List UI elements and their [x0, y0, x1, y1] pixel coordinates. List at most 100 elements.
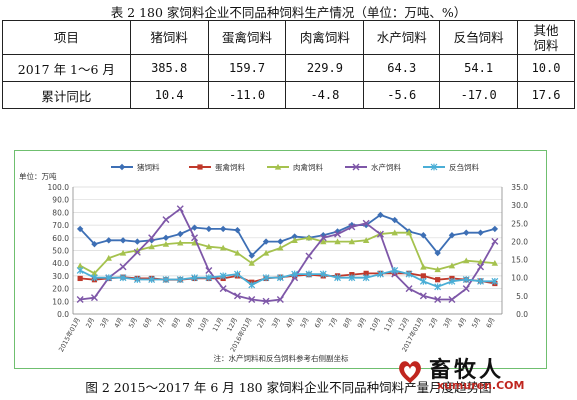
data-point [448, 277, 456, 285]
data-point [491, 225, 499, 233]
legend-label: 水产饲料 [371, 162, 401, 172]
series-line [80, 207, 496, 303]
x-tick-label: 12月 [225, 316, 239, 333]
data-point [234, 270, 241, 278]
table-cell: 10.4 [129, 81, 209, 109]
table-cell: -4.8 [285, 81, 365, 109]
legend-marker [118, 163, 126, 171]
table-title: 表 2 180 家饲料企业不同品种饲料生产情况（单位：万吨、%） [110, 5, 467, 20]
x-tick-label: 3月 [98, 316, 110, 329]
data-point [305, 234, 313, 241]
data-point [348, 223, 356, 231]
data-point [76, 225, 84, 233]
data-point [291, 237, 298, 243]
data-point [234, 249, 241, 256]
header-cell: 项目 [2, 20, 131, 55]
legend-marker [197, 164, 203, 170]
x-tick-label: 6月 [485, 316, 497, 329]
x-tick-label: 10月 [368, 316, 382, 333]
data-point [463, 257, 470, 264]
data-point [191, 234, 199, 242]
data-point [348, 274, 356, 282]
production-table: 项目 猪饲料 蛋禽饲料 肉禽饲料 水产饲料 反刍饲料 其他饲料 2017 年 1… [2, 20, 575, 109]
data-point [434, 266, 441, 273]
data-point [405, 285, 413, 293]
y-tick-label-right: 10.0 [511, 274, 528, 283]
data-point [91, 270, 98, 276]
data-point [319, 234, 327, 242]
y-axis-unit-label: 单位：万吨 [19, 171, 57, 181]
data-point [205, 274, 213, 282]
data-point [76, 262, 84, 269]
table-cell: 159.7 [207, 54, 287, 82]
data-point [77, 275, 83, 282]
x-tick-label: 10月 [197, 316, 211, 333]
y-tick-label-left: 20.0 [52, 285, 69, 294]
header-cell: 蛋禽饲料 [207, 20, 287, 55]
y-tick-label-right: 30.0 [511, 201, 528, 210]
x-tick-label: 2月 [427, 316, 439, 329]
x-tick-label: 4月 [113, 316, 125, 329]
legend-label: 肉禽饲料 [293, 162, 323, 172]
data-point [362, 274, 370, 282]
y-tick-label-left: 40.0 [52, 259, 69, 268]
data-point [134, 238, 141, 245]
data-point [219, 225, 227, 233]
data-point [162, 234, 170, 241]
header-cell: 水产饲料 [363, 20, 441, 55]
series-line [80, 272, 496, 285]
data-point [420, 273, 426, 279]
x-tick-label: 11月 [211, 316, 225, 333]
data-point [105, 274, 113, 282]
data-point [248, 281, 256, 289]
data-point [91, 240, 98, 248]
data-point [305, 270, 313, 278]
y-tick-label-left: 30.0 [52, 272, 69, 281]
data-point [491, 237, 499, 245]
data-point [463, 229, 470, 236]
data-point [291, 233, 298, 240]
y-tick-label-left: 100.0 [48, 183, 70, 192]
x-tick-label: 8月 [170, 316, 182, 329]
data-point [376, 230, 384, 238]
x-tick-label: 9月 [356, 316, 368, 329]
data-point [233, 292, 241, 300]
table-cell: 54.1 [439, 54, 519, 82]
data-point [491, 260, 499, 266]
y-tick-label-left: 60.0 [52, 234, 69, 243]
data-point [391, 216, 398, 224]
x-tick-label: 2月 [84, 316, 96, 329]
table-cell: 229.9 [285, 54, 365, 82]
data-point [348, 238, 356, 245]
data-point [319, 270, 327, 278]
data-point [491, 277, 499, 285]
y-tick-label-right: 0.0 [516, 310, 528, 319]
data-point [262, 297, 270, 305]
data-point [177, 239, 184, 246]
data-point [334, 274, 341, 282]
line-chart: 100.0 90.0 80.0 70.0 60.0 50.0 40.0 30.0 20.0 10.… [14, 150, 547, 369]
x-tick-label: 5月 [470, 316, 482, 329]
data-point [448, 262, 456, 269]
table-cell: 10.0 [517, 54, 575, 82]
data-point [119, 237, 127, 244]
y-tick-label-left: 10.0 [52, 297, 69, 306]
chart-note: 注：水产饲料和反刍饲料参考右侧副坐标 [214, 353, 349, 363]
data-point [119, 274, 127, 282]
data-point [362, 237, 370, 243]
data-point [105, 254, 112, 261]
data-point [477, 263, 485, 271]
data-point [205, 243, 213, 250]
data-point [248, 295, 256, 303]
table-header-row: 项目 猪饲料 蛋禽饲料 肉禽饲料 水产饲料 反刍饲料 其他饲料 [2, 20, 575, 55]
data-point [419, 292, 427, 300]
chart-canvas: 100.0 90.0 80.0 70.0 60.0 50.0 40.0 30.0 20.0 10.… [19, 162, 528, 363]
data-point [248, 252, 255, 259]
x-tick-label: 6月 [313, 316, 325, 329]
data-point [262, 238, 270, 245]
data-point [435, 277, 441, 283]
table-row: 累计同比 10.4 -11.0 -4.8 -5.6 -17.0 17.6 [2, 81, 575, 109]
y-tick-label-right: 5.0 [516, 292, 528, 301]
x-tick-label: 11月 [383, 316, 397, 333]
legend-label: 蛋禽饲料 [215, 162, 245, 172]
